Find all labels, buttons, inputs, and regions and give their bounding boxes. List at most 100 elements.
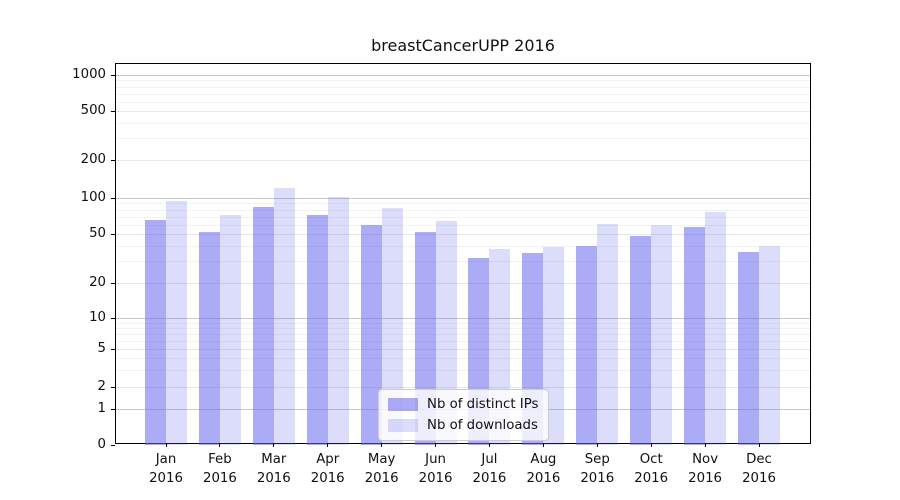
bar-distinct-ips-jan [145,220,166,445]
x-tick-label-dec: Dec 2016 [731,450,787,489]
x-tick-mark [650,443,652,447]
x-tick-label-jun: Jun 2016 [408,450,464,489]
legend: Nb of distinct IPs Nb of downloads [378,389,550,441]
legend-label-downloads: Nb of downloads [427,418,538,433]
gridline-minor [116,370,810,372]
y-tick-mark [111,387,115,388]
y-tick-mark [111,445,115,446]
bar-distinct-ips-nov [684,227,706,445]
gridline-minor [116,101,810,103]
gridline [116,387,810,388]
x-tick-year: 2016 [310,471,345,487]
x-tick-label-oct: Oct 2016 [623,450,679,489]
y-tick-label: 1000 [72,67,106,82]
gridline-minor [116,322,810,324]
x-tick-mark [381,443,383,447]
x-tick-year: 2016 [580,471,615,487]
gridline-minor [116,245,810,247]
gridline-minor [116,122,810,124]
gridline-minor [116,333,810,335]
y-tick-mark [111,75,115,76]
plot-area: Nb of distinct IPs Nb of downloads 0 1 2 5 1… [72,63,811,486]
x-tick-mark [165,443,167,447]
bar-distinct-ips-apr [306,215,328,445]
x-tick-month: Jul [481,452,498,467]
x-tick-month: Feb [208,452,232,467]
x-tick-month: Jun [425,452,446,467]
bar-distinct-ips-sep [576,245,598,445]
y-tick-label: 2 [97,379,106,394]
bar-downloads-dec [759,245,780,445]
x-tick-month: Nov [692,452,719,467]
x-tick-year: 2016 [526,471,561,487]
x-tick-year: 2016 [634,471,669,487]
x-tick-label-mar: Mar 2016 [246,450,302,489]
bar-distinct-ips-feb [198,231,220,445]
legend-swatch-downloads [388,419,418,432]
bar-downloads-feb [219,215,241,445]
x-tick-year: 2016 [149,471,183,487]
bar-downloads-apr [327,196,349,445]
legend-item-downloads: Nb of downloads [388,418,538,433]
gridline-minor [116,358,810,360]
y-tick-mark [111,283,115,284]
x-tick-mark [327,443,329,447]
bar-distinct-ips-dec [738,251,759,445]
gridline-minor [116,327,810,329]
gridline [116,111,810,112]
x-tick-year: 2016 [688,471,723,487]
gridline-minor [116,80,810,82]
x-tick-month: May [367,452,396,467]
x-tick-month: Aug [530,452,557,467]
x-tick-year: 2016 [472,471,507,487]
x-tick-year: 2016 [202,471,237,487]
y-tick-mark [111,198,115,199]
x-tick-year: 2016 [364,471,399,487]
gridline-minor [116,209,810,211]
x-tick-label-feb: Feb 2016 [192,450,248,489]
bar-downloads-may [381,208,403,445]
y-tick-mark [111,111,115,112]
bar-distinct-ips-may [360,225,382,445]
legend-swatch-distinct-ips [388,398,418,411]
x-tick-label-nov: Nov 2016 [677,450,733,489]
y-tick-label: 50 [89,226,106,241]
x-tick-label-jul: Jul 2016 [461,450,517,489]
y-tick-label: 100 [80,190,106,205]
x-tick-mark [219,443,221,447]
gridline [116,283,810,284]
bar-downloads-jan [166,201,187,445]
bar-downloads-oct [651,224,673,445]
gridline [116,160,810,161]
chart-title: breastCancerUPP 2016 [371,36,555,55]
x-tick-month: Jan [155,452,177,467]
x-tick-label-apr: Apr 2016 [300,450,356,489]
bar-downloads-sep [597,223,619,445]
y-tick-mark [111,409,115,410]
x-tick-label-jan: Jan 2016 [138,450,194,489]
x-tick-year: 2016 [256,471,291,487]
x-tick-month: Apr [316,452,340,467]
x-tick-mark [435,443,437,447]
gridline [116,198,810,199]
gridline-minor [116,216,810,218]
x-tick-mark [488,443,490,447]
x-tick-label-sep: Sep 2016 [569,450,625,489]
y-tick-label: 1 [97,401,106,416]
x-tick-month: Sep [584,452,610,467]
x-tick-month: Mar [261,452,287,467]
gridline [116,349,810,350]
y-tick-mark [111,234,115,235]
y-tick-mark [111,160,115,161]
x-tick-year: 2016 [418,471,453,487]
gridline-minor [116,138,810,140]
y-tick-mark [111,318,115,319]
gridline-minor [116,93,810,95]
y-tick-label: 0 [97,437,106,452]
y-tick-label: 10 [89,310,106,325]
bar-downloads-mar [273,188,295,445]
bar-distinct-ips-mar [252,207,274,445]
legend-item-distinct-ips: Nb of distinct IPs [388,397,538,412]
bar-downloads-nov [705,212,727,445]
gridline-minor [116,224,810,226]
